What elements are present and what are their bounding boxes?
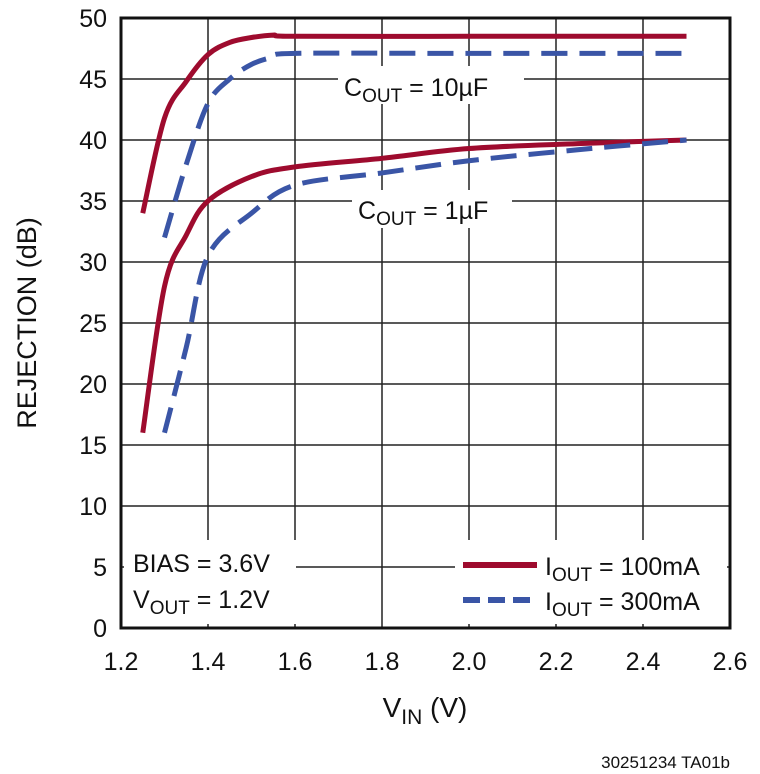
legend-label-300ma: IOUT = 300mA	[545, 588, 700, 621]
annotation-cout-10uf: COUT = 10µF	[344, 74, 488, 107]
conditions-bg	[124, 540, 296, 624]
x-tick-label: 1.8	[365, 648, 400, 676]
annotation-bias: BIAS = 3.6V	[133, 550, 270, 578]
y-tick-label: 5	[93, 554, 107, 582]
y-tick-labels: 0 5 10 15 20 25 30 35 40 45 50	[79, 5, 107, 643]
plot-frame	[119, 16, 732, 630]
legend-label-100ma: IOUT = 100mA	[545, 553, 700, 586]
x-tick-label: 2.6	[713, 648, 748, 676]
x-tick-label: 1.2	[104, 648, 139, 676]
series-line-3	[162, 137, 687, 434]
series-line-1	[162, 50, 687, 239]
y-tick-label: 30	[79, 249, 107, 277]
x-axis-label: VIN (V)	[383, 692, 468, 729]
x-tick-label: 1.6	[278, 648, 313, 676]
annotation-cout-1uf: COUT = 1µF	[358, 197, 488, 230]
x-tick-label: 2.0	[452, 648, 487, 676]
footnote: 30251234 TA01b	[601, 753, 730, 772]
x-tick-label: 2.2	[539, 648, 574, 676]
curves	[140, 32, 687, 434]
y-tick-label: 25	[79, 310, 107, 338]
y-tick-label: 50	[79, 5, 107, 33]
y-tick-label: 40	[79, 127, 107, 155]
legend: IOUT = 100mA IOUT = 300mA	[463, 553, 700, 621]
y-tick-label: 15	[79, 432, 107, 460]
y-tick-label: 35	[79, 188, 107, 216]
x-tick-labels: 1.2 1.4 1.6 1.8 2.0 2.2 2.4 2.6	[104, 648, 748, 676]
annotation-bg	[352, 190, 512, 228]
y-tick-label: 0	[93, 615, 107, 643]
annotation-vout: VOUT = 1.2V	[133, 586, 270, 619]
y-axis-label: REJECTION (dB)	[12, 217, 42, 429]
annotation-bg	[338, 66, 524, 104]
y-tick-label: 45	[79, 66, 107, 94]
series-line-2	[140, 137, 687, 434]
legend-bg	[455, 540, 727, 624]
x-tick-label: 2.4	[626, 648, 661, 676]
y-tick-label: 10	[79, 493, 107, 521]
series-line-0	[140, 32, 687, 214]
x-tick-label: 1.4	[191, 648, 226, 676]
grid	[120, 17, 731, 629]
y-tick-label: 20	[79, 371, 107, 399]
